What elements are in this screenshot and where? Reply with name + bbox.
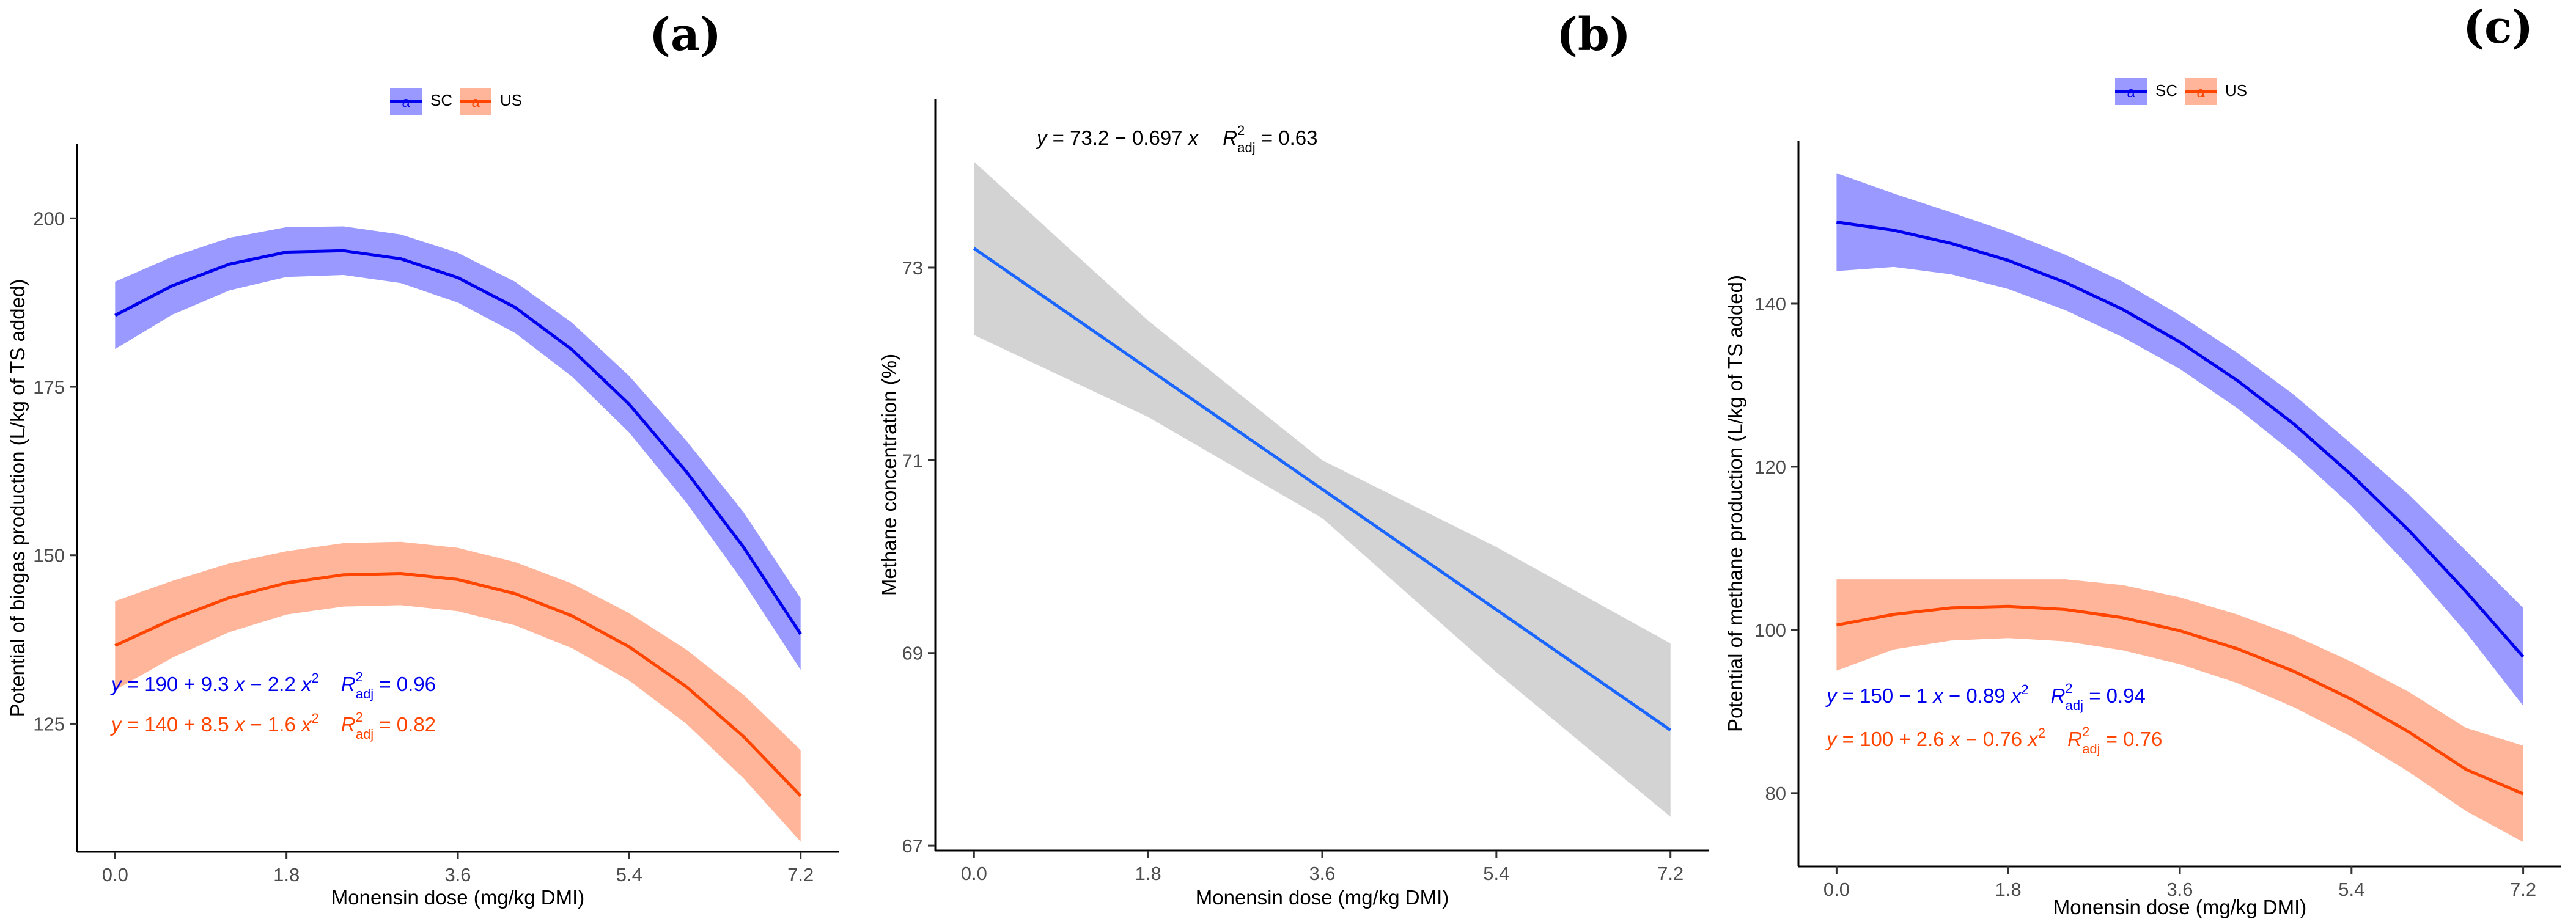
p1-y-tick-label: 73 [902, 257, 923, 279]
p0-x-tick-label: 7.2 [787, 864, 814, 885]
p2-x-tick-label: 0.0 [1823, 879, 1850, 900]
p2-x-tick-label: 3.6 [2166, 879, 2193, 900]
p0-y-tick-label: 125 [33, 713, 65, 734]
p1-x-tick-label: 7.2 [1657, 863, 1684, 884]
legend-a-sc-glyph: a [402, 94, 410, 111]
p0-x-tick-label: 1.8 [273, 864, 300, 885]
p0-ribbon-us [115, 541, 801, 842]
p0-x-tick-label: 3.6 [444, 864, 471, 885]
panel-label-a: (a) [649, 9, 721, 61]
p1-y-tick-label: 67 [902, 835, 923, 857]
p1-line-fit [973, 247, 1672, 731]
p0-x-tick-label: 0.0 [102, 864, 128, 885]
p2-y-tick-label: 100 [1754, 620, 1786, 641]
p0-line-us [114, 572, 802, 797]
panel-label-c: (c) [2463, 1, 2533, 54]
legend-a-us-label: US [500, 91, 522, 109]
p1-y-axis-title: Methane concentration (%) [878, 354, 900, 596]
p1-x-tick-label: 3.6 [1309, 863, 1335, 884]
plot-a: 0.0 1.8 3.6 5.4 7.2 125 150 175 200 Monensin dose… [6, 144, 839, 909]
p1-y-tick-label: 71 [902, 450, 923, 471]
p2-ribbon-sc [1836, 173, 2523, 706]
p2-x-tick-label: 5.4 [2338, 879, 2364, 900]
p1-x-tick-label: 0.0 [961, 863, 987, 884]
p0-x-axis-title: Monensin dose (mg/kg DMI) [331, 886, 584, 909]
p2-y-axis-title: Potential of methane production (L/kg of… [1724, 275, 1746, 732]
p2-y-tick-label: 120 [1754, 456, 1786, 478]
equation-a-sc: y = 190 + 9.3 x − 2.2 x2 R2 adj = 0.96 [110, 669, 436, 701]
p1-y-tick-label: 69 [902, 643, 923, 664]
p0-ribbon-sc [115, 226, 801, 670]
p2-x-axis-title: Monensin dose (mg/kg DMI) [2053, 896, 2306, 918]
legend-c: a SC a US [2115, 78, 2247, 105]
p2-y-tick-label: 80 [1765, 783, 1786, 804]
p0-y-tick-label: 150 [33, 545, 65, 566]
equation-b: y = 73.2 − 0.697 x R2 adj = 0.63 [1036, 123, 1318, 155]
p2-line-sc [1836, 221, 2525, 658]
p2-x-tick-label: 7.2 [2510, 879, 2536, 900]
p1-x-tick-label: 5.4 [1483, 863, 1509, 884]
p0-y-tick-label: 175 [33, 376, 65, 398]
p1-x-tick-label: 1.8 [1135, 863, 1161, 884]
equation-c-sc: y = 150 − 1 x − 0.89 x2 R2 adj = 0.94 [1825, 681, 2146, 713]
legend-c-sc-glyph: a [2127, 84, 2135, 101]
plot-c: 0.0 1.8 3.6 5.4 7.2 80 100 120 140 Monensin dose … [1724, 141, 2561, 918]
p0-line-sc [114, 249, 802, 635]
p2-line-us [1836, 604, 2524, 796]
p0-y-axis-title: Potential of biogas production (L/kg of … [6, 279, 29, 717]
p0-y-tick-label: 200 [33, 208, 65, 229]
p1-x-axis-title: Monensin dose (mg/kg DMI) [1196, 886, 1449, 909]
legend-c-us-label: US [2225, 81, 2247, 100]
legend-c-us-glyph: a [2196, 84, 2205, 101]
legend-a: a SC a US [390, 88, 522, 115]
p0-x-tick-label: 5.4 [616, 864, 642, 885]
p2-y-tick-label: 140 [1754, 293, 1786, 315]
legend-a-sc-label: SC [430, 91, 452, 109]
legend-a-us-glyph: a [471, 94, 480, 111]
equation-a-us: y = 140 + 8.5 x − 1.6 x2 R2 adj = 0.82 [110, 709, 436, 742]
p2-ribbon-us [1836, 579, 2523, 842]
plot-b: 0.0 1.8 3.6 5.4 7.2 67 69 71 73 Monensin dose (mg… [878, 99, 1709, 909]
panel-label-b: (b) [1556, 9, 1631, 61]
p2-x-tick-label: 1.8 [1995, 879, 2022, 900]
legend-c-sc-label: SC [2155, 81, 2177, 100]
equation-c-us: y = 100 + 2.6 x − 0.76 x2 R2 adj = 0.76 [1825, 724, 2162, 756]
